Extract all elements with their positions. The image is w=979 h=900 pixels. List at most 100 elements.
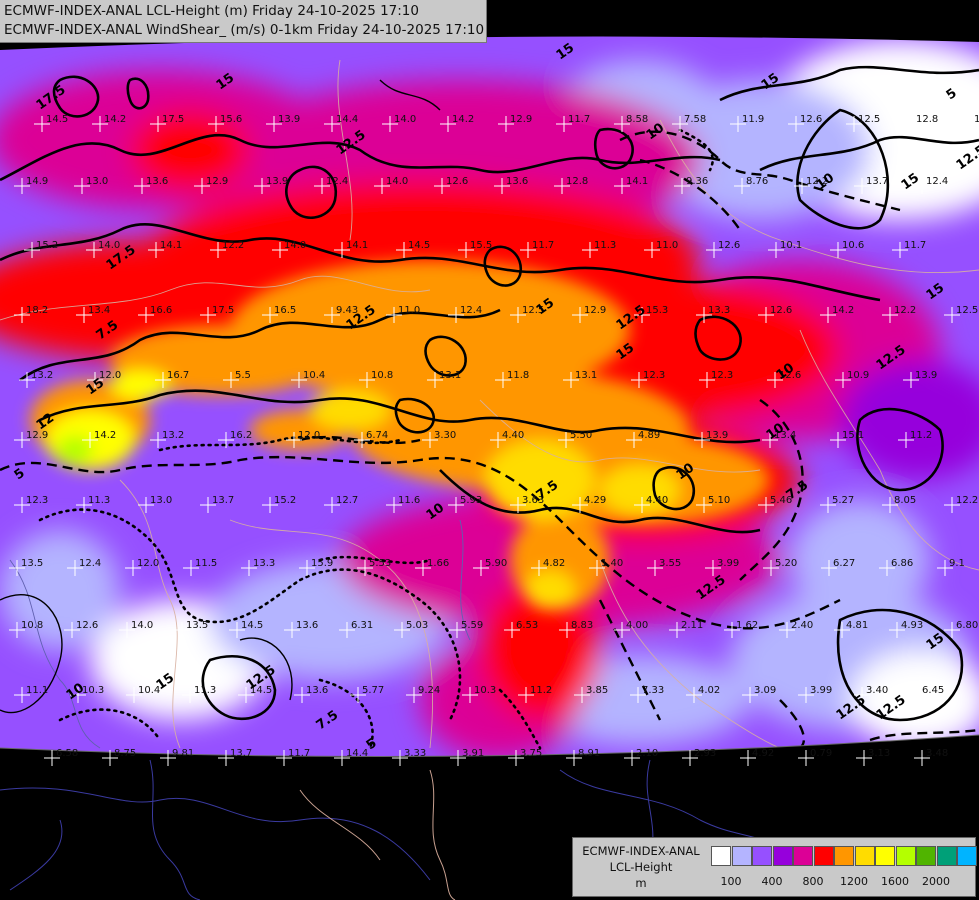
value-label: 3.30: [434, 430, 456, 441]
grid-cross: [854, 178, 870, 194]
grid-cross: [182, 687, 198, 703]
value-label: 13.0: [86, 176, 108, 187]
grid-cross: [914, 750, 930, 766]
grid-cross: [334, 750, 350, 766]
grid-cross: [854, 687, 870, 703]
grid-cross: [272, 242, 288, 258]
grid-cross: [566, 750, 582, 766]
legend-swatch: [916, 846, 936, 866]
value-label: 14.2: [832, 305, 854, 316]
grid-cross: [9, 622, 25, 638]
grid-cross: [740, 750, 756, 766]
value-label: 3.99: [717, 558, 739, 569]
domain-edge: [0, 734, 979, 757]
grid-cross: [427, 372, 443, 388]
value-label: 14.5: [241, 620, 263, 631]
value-label: 11.7: [288, 748, 310, 759]
grid-cross: [74, 178, 90, 194]
value-label: 13.6: [296, 620, 318, 631]
grid-cross: [14, 497, 30, 513]
grid-cross: [882, 307, 898, 323]
value-label: 13.6: [146, 176, 168, 187]
value-label: 2.11: [681, 620, 703, 631]
grid-cross: [462, 687, 478, 703]
grid-cross: [846, 116, 862, 132]
grid-cross: [531, 560, 547, 576]
grid-cross: [694, 432, 710, 448]
legend-swatch: [731, 846, 752, 866]
value-label: 14.2: [104, 114, 126, 125]
grid-cross: [572, 307, 588, 323]
legend-tick-label: 800: [802, 875, 824, 888]
value-label: 6.80: [956, 620, 978, 631]
grid-cross: [119, 622, 135, 638]
grid-cross: [624, 750, 640, 766]
value-label: 13.2: [31, 370, 53, 381]
value-label: 9.36: [686, 176, 708, 187]
value-label: 14.5: [250, 685, 272, 696]
value-label: 16.6: [150, 305, 172, 316]
value-label: 12.9: [206, 176, 228, 187]
grid-cross: [724, 622, 740, 638]
value-label: 12.3: [643, 370, 665, 381]
grid-cross: [394, 622, 410, 638]
grid-cross: [508, 750, 524, 766]
grid-cross: [125, 560, 141, 576]
value-label: 14.9: [26, 176, 48, 187]
value-label: 11.7: [904, 240, 926, 251]
grid-cross: [440, 116, 456, 132]
value-label: 1.40: [601, 558, 623, 569]
value-label: 12.0: [298, 430, 320, 441]
grid-cross: [510, 497, 526, 513]
value-label: 12.4: [79, 558, 101, 569]
value-label: 1.62: [736, 620, 758, 631]
value-label: 16.2: [230, 430, 252, 441]
value-label: 14.1: [346, 240, 368, 251]
value-label: 2.93: [694, 748, 716, 759]
value-label: 11.7: [568, 114, 590, 125]
grid-cross: [458, 242, 474, 258]
value-label: 12.9: [26, 430, 48, 441]
grid-cross: [266, 116, 282, 132]
shear-contours-solid: [0, 65, 979, 722]
grid-cross: [763, 560, 779, 576]
value-label: 7.58: [684, 114, 706, 125]
grid-cross: [218, 750, 234, 766]
grid-cross: [768, 242, 784, 258]
value-label: 5.03: [406, 620, 428, 631]
value-label: 15.9: [311, 558, 333, 569]
grid-cross: [767, 372, 783, 388]
value-label: 5.46: [770, 495, 792, 506]
value-label: 6.74: [366, 430, 388, 441]
grid-cross: [494, 178, 510, 194]
value-label: 16.5: [274, 305, 296, 316]
grid-cross: [350, 687, 366, 703]
value-label: 6.31: [351, 620, 373, 631]
grid-cross: [200, 497, 216, 513]
value-label: 14.2: [94, 430, 116, 441]
color-legend: ECMWF-INDEX-ANAL LCL-Height m 100 400 800 1…: [572, 837, 977, 897]
grid-cross: [892, 242, 908, 258]
value-label: 14.0: [386, 176, 408, 187]
value-label: 10.4: [303, 370, 325, 381]
value-label: 12.7: [336, 495, 358, 506]
value-label: 12.3: [26, 495, 48, 506]
grid-cross: [794, 178, 810, 194]
value-label: 13.7: [230, 748, 252, 759]
value-label: 2.40: [791, 620, 813, 631]
value-label: 5.93: [460, 495, 482, 506]
value-label: 12.6: [76, 620, 98, 631]
grid-cross: [291, 372, 307, 388]
legend-title-model: ECMWF-INDEX-ANAL: [582, 844, 700, 858]
grid-cross: [406, 687, 422, 703]
value-label: 6.27: [833, 558, 855, 569]
grid-cross: [148, 242, 164, 258]
value-label: 4.82: [543, 558, 565, 569]
value-label: 4.92: [752, 748, 774, 759]
value-label: 15.2: [274, 495, 296, 506]
grid-cross: [34, 116, 50, 132]
value-label: 4.40: [502, 430, 524, 441]
grid-cross: [734, 178, 750, 194]
outer-borders: [0, 759, 801, 900]
grid-cross: [392, 750, 408, 766]
